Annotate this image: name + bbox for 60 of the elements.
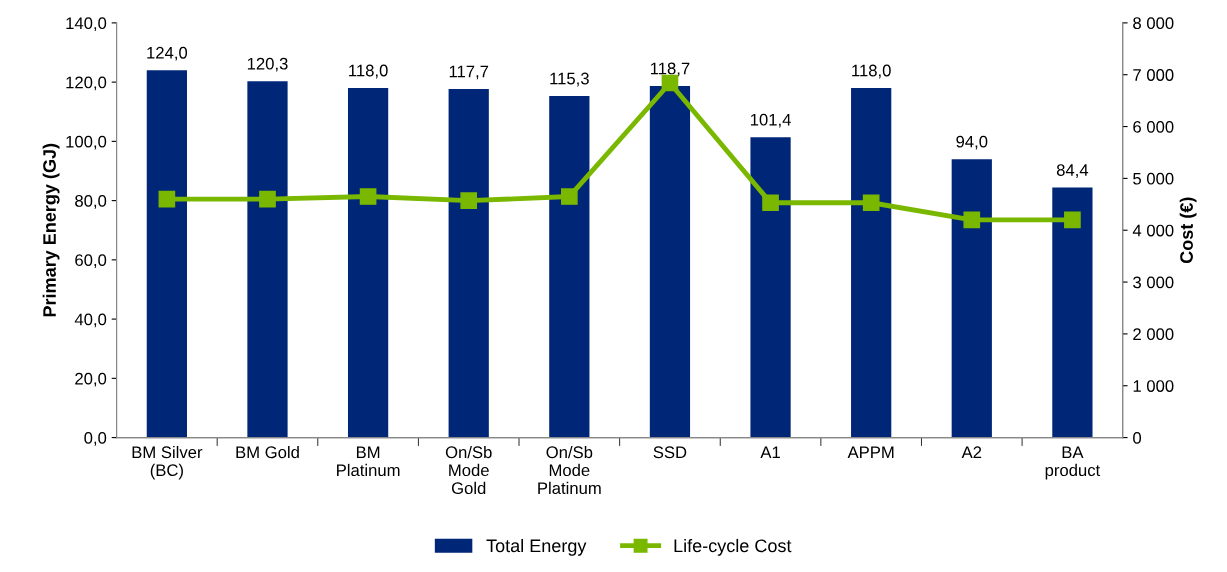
data-label: 101,4 xyxy=(750,113,791,128)
x-tick-label: SSD xyxy=(653,446,687,459)
bar xyxy=(549,96,590,438)
bar xyxy=(448,88,489,438)
y-tick-label: 80,0 xyxy=(75,195,107,209)
y-tick-label: 140,0 xyxy=(66,17,107,32)
x-tick-label: BM Platinum xyxy=(337,446,400,477)
y2-tick-label: 3 000 xyxy=(1133,276,1174,289)
point xyxy=(560,188,578,205)
data-label: 124,0 xyxy=(147,46,188,61)
x-tick-label: A1 xyxy=(760,446,780,458)
bar xyxy=(247,81,288,438)
x-tick-label: BA product xyxy=(1045,446,1101,480)
bar xyxy=(146,70,187,438)
bar xyxy=(851,88,892,438)
point xyxy=(1064,211,1081,229)
point xyxy=(259,190,276,208)
point xyxy=(963,211,981,229)
x-tick-label: On/Sb Mode Gold xyxy=(445,445,492,495)
legend-label: Life-cycle Cost xyxy=(674,538,792,556)
point xyxy=(762,194,779,212)
y2-tick-label: 1 000 xyxy=(1133,380,1174,392)
bar xyxy=(951,159,992,438)
bar xyxy=(347,88,389,438)
bar xyxy=(750,137,791,438)
x-tick-label: BM Silver (BC) xyxy=(132,445,203,480)
y2-tick-label: 4 000 xyxy=(1132,224,1174,237)
y-tick-label: 100,0 xyxy=(66,135,107,150)
data-label: 118,0 xyxy=(349,64,388,79)
x-tick-label: BM Gold xyxy=(236,445,299,459)
x-tick-label: A2 xyxy=(961,446,982,458)
y-tick-label: 60,0 xyxy=(75,254,107,269)
y2-tick-label: 2 000 xyxy=(1133,328,1174,341)
point xyxy=(460,192,478,210)
point xyxy=(862,194,880,212)
data-label: 84,4 xyxy=(1056,164,1089,178)
data-label: 94,0 xyxy=(956,135,988,150)
y-tick-label: 40,0 xyxy=(74,313,107,328)
point xyxy=(158,190,176,208)
data-label: 117,7 xyxy=(449,65,489,80)
data-label: 118,0 xyxy=(852,64,891,79)
data-label: 120,3 xyxy=(247,57,288,72)
legend-label: Total Energy xyxy=(486,538,587,556)
y-axis-title: Primary Energy (GJ) xyxy=(42,143,60,317)
y2-tick-label: 5 000 xyxy=(1133,172,1174,185)
y-tick-label: 20,0 xyxy=(75,372,107,387)
x-tick-label: On/Sb Mode Platinum xyxy=(538,445,601,495)
y2-tick-label: 8 000 xyxy=(1133,17,1174,30)
y-tick-label: 0,0 xyxy=(84,431,107,446)
y2-axis-title: Cost (€) xyxy=(1179,197,1197,264)
x-tick-label: APPM xyxy=(847,446,894,458)
y2-tick-label: 7 000 xyxy=(1133,69,1174,81)
data-label: 115,3 xyxy=(550,72,589,87)
bar xyxy=(649,85,691,438)
y-tick-label: 120,0 xyxy=(66,76,107,91)
point xyxy=(359,188,377,205)
data-label: 118,7 xyxy=(650,62,690,77)
y2-tick-label: 0 xyxy=(1133,431,1142,444)
bar xyxy=(1052,187,1093,438)
y2-tick-label: 6 000 xyxy=(1133,120,1174,133)
